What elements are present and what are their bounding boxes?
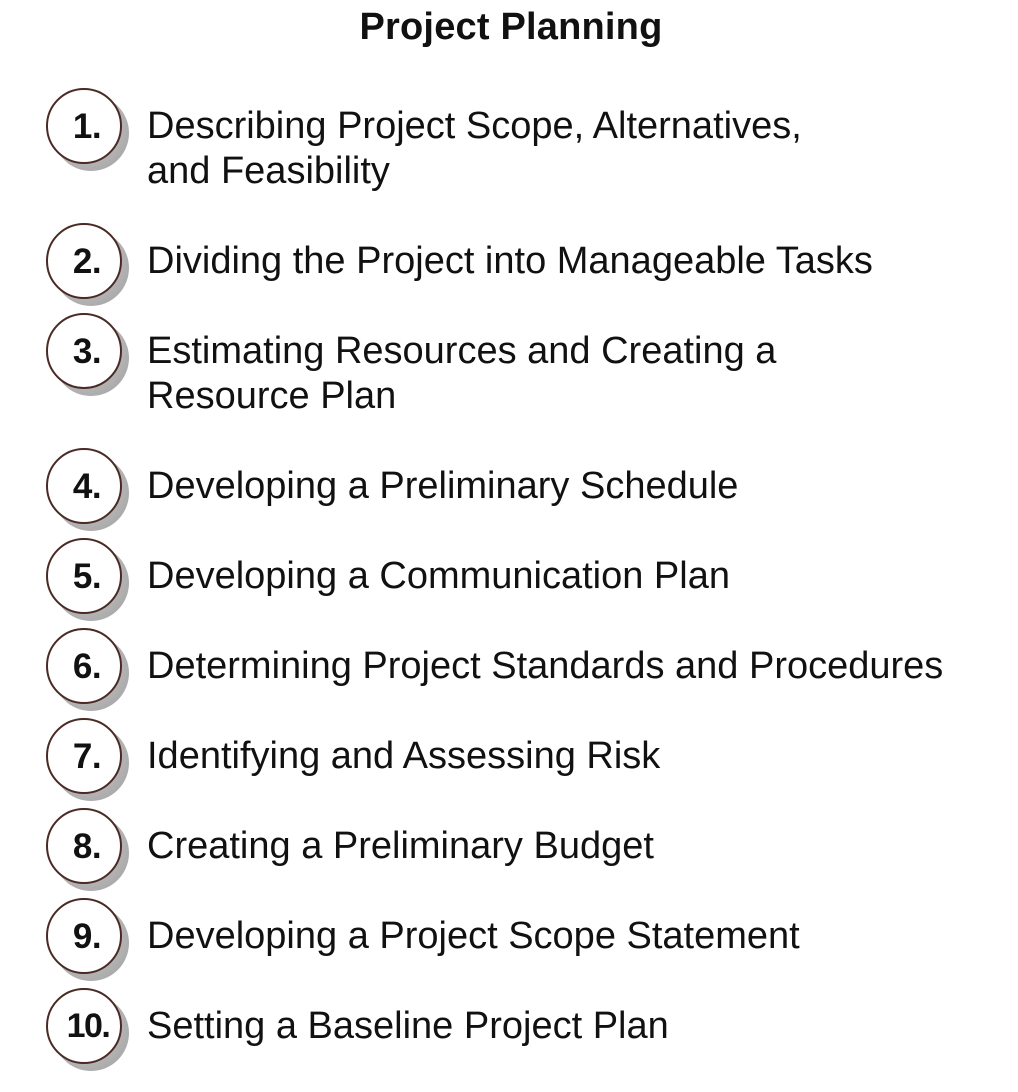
step-number-badge: 10.: [46, 988, 129, 1071]
step-number-badge: 6.: [46, 628, 129, 711]
step-number: 2.: [72, 241, 102, 281]
step-label: Developing a Communication Plan: [147, 555, 730, 597]
badge-circle: 1.: [46, 88, 122, 164]
badge-circle: 2.: [46, 223, 122, 299]
badge-circle: 5.: [46, 538, 122, 614]
step-label: Describing Project Scope, Alternatives, …: [147, 105, 802, 192]
badge-circle: 9.: [46, 898, 122, 974]
step-number: 8.: [72, 826, 102, 866]
step-number: 10.: [66, 1007, 111, 1045]
step-number: 5.: [72, 556, 102, 596]
step-number: 9.: [72, 916, 102, 956]
step-number-badge: 7.: [46, 718, 129, 801]
step-label: Estimating Resources and Creating a Reso…: [147, 330, 777, 417]
step-label: Creating a Preliminary Budget: [147, 825, 654, 867]
step-label: Setting a Baseline Project Plan: [147, 1005, 669, 1047]
badge-circle: 3.: [46, 313, 122, 389]
badge-circle: 8.: [46, 808, 122, 884]
step-number: 6.: [72, 646, 102, 686]
step-number-badge: 2.: [46, 223, 129, 306]
step-number-badge: 5.: [46, 538, 129, 621]
step-number: 1.: [72, 106, 102, 146]
badge-circle: 6.: [46, 628, 122, 704]
step-label: Dividing the Project into Manageable Tas…: [147, 240, 873, 282]
badge-circle: 10.: [46, 988, 122, 1064]
step-number-badge: 1.: [46, 88, 129, 171]
step-number-badge: 8.: [46, 808, 129, 891]
step-label: Developing a Project Scope Statement: [147, 915, 800, 957]
step-number: 7.: [72, 736, 102, 776]
step-number: 4.: [72, 466, 102, 506]
badge-circle: 4.: [46, 448, 122, 524]
step-label: Identifying and Assessing Risk: [147, 735, 661, 777]
step-number-badge: 9.: [46, 898, 129, 981]
diagram-title: Project Planning: [359, 6, 663, 48]
step-number-badge: 3.: [46, 313, 129, 396]
step-label: Determining Project Standards and Proced…: [147, 645, 944, 687]
step-label: Developing a Preliminary Schedule: [147, 465, 739, 507]
step-number-badge: 4.: [46, 448, 129, 531]
step-number: 3.: [72, 331, 102, 371]
badge-circle: 7.: [46, 718, 122, 794]
